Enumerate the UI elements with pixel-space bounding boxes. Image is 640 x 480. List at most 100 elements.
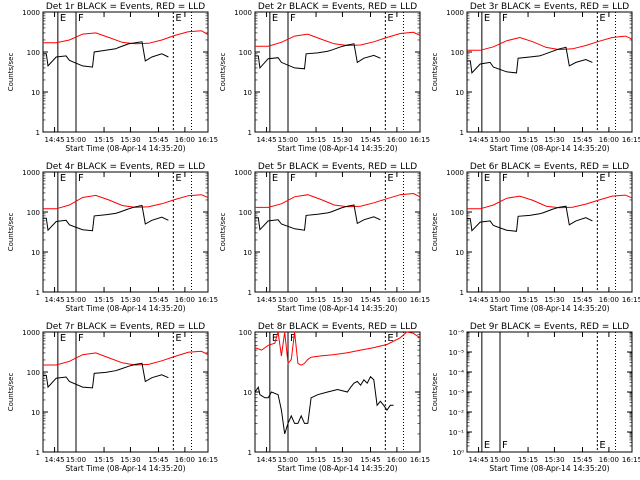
y-tick-label: 10 bbox=[455, 89, 464, 97]
x-tick-label: 15:00 bbox=[278, 296, 298, 304]
series-line-events bbox=[254, 375, 394, 435]
y-tick-label: 10 bbox=[243, 89, 252, 97]
series-line-lld bbox=[43, 350, 209, 366]
x-tick-label: 15:00 bbox=[66, 456, 86, 464]
marker-label: E bbox=[484, 440, 490, 451]
chart-title: Det 1r BLACK = Events, RED = LLD bbox=[46, 2, 205, 12]
y-tick-label: 100 bbox=[27, 369, 40, 377]
series-line-lld bbox=[255, 31, 421, 47]
chart-title: Det 5r BLACK = Events, RED = LLD bbox=[258, 162, 417, 172]
x-tick-label: 16:00 bbox=[175, 136, 195, 144]
x-tick-label: 14:45 bbox=[44, 456, 64, 464]
x-tick-label: 16:15 bbox=[198, 456, 218, 464]
y-tick-label: 10 bbox=[31, 409, 40, 417]
x-tick-label: 14:45 bbox=[44, 296, 64, 304]
series-line-events bbox=[467, 205, 593, 232]
marker-label: F bbox=[502, 13, 508, 24]
x-tick-label: 15:15 bbox=[306, 136, 326, 144]
y-tick-label: 1 bbox=[36, 129, 40, 137]
y-tick-label: 1 bbox=[248, 129, 252, 137]
y-tick-label: 1 bbox=[36, 449, 40, 457]
chart-panel-8: Det 8r BLACK = Events, RED = LLD 1 10 100 14… bbox=[239, 322, 430, 473]
plot-frame bbox=[254, 171, 421, 293]
chart-title: Det 6r BLACK = Events, RED = LLD bbox=[470, 162, 629, 172]
y-tick-label: 1000 bbox=[22, 329, 40, 337]
marker-label: E bbox=[272, 13, 278, 24]
x-tick-label: 14:45 bbox=[256, 456, 276, 464]
y-tick-label: 10⁻³ bbox=[449, 389, 465, 397]
x-tick-label: 15:00 bbox=[66, 296, 86, 304]
marker-label: E bbox=[387, 333, 393, 344]
plot-frame bbox=[466, 11, 633, 133]
x-tick-label: 14:45 bbox=[256, 296, 276, 304]
x-axis-label: Start Time (08-Apr-14 14:35:20) bbox=[489, 144, 609, 153]
marker-label: F bbox=[78, 173, 84, 184]
x-axis-label: Start Time (08-Apr-14 14:35:20) bbox=[65, 304, 185, 313]
x-tick-label: 15:00 bbox=[490, 136, 510, 144]
x-tick-label: 14:45 bbox=[44, 136, 64, 144]
chart-panel-9: Det 9r BLACK = Events, RED = LLD 10⁰ 10⁻¹ 1… bbox=[431, 322, 640, 473]
x-axis-label: Start Time (08-Apr-14 14:35:20) bbox=[489, 304, 609, 313]
x-tick-label: 15:00 bbox=[278, 136, 298, 144]
series-line-events bbox=[467, 46, 593, 75]
x-tick-label: 15:45 bbox=[572, 296, 592, 304]
series-line-events bbox=[43, 362, 169, 389]
marker-label: E bbox=[175, 333, 181, 344]
chart-title: Det 8r BLACK = Events, RED = LLD bbox=[258, 322, 417, 332]
marker-label: E bbox=[387, 13, 393, 24]
marker-label: F bbox=[78, 333, 84, 344]
x-tick-label: 15:30 bbox=[332, 136, 352, 144]
series-line-events bbox=[255, 43, 381, 70]
chart-panel-5: Det 5r BLACK = Events, RED = LLD 1 10 100 10… bbox=[219, 162, 430, 313]
marker-label: F bbox=[290, 173, 296, 184]
chart-title: Det 9r BLACK = Events, RED = LLD bbox=[470, 322, 629, 332]
y-tick-label: 10 bbox=[455, 249, 464, 257]
x-tick-label: 15:15 bbox=[518, 456, 538, 464]
x-tick-label: 15:15 bbox=[94, 456, 114, 464]
x-tick-label: 16:00 bbox=[599, 136, 619, 144]
y-tick-label: 1000 bbox=[234, 169, 252, 177]
x-tick-label: 16:00 bbox=[599, 296, 619, 304]
y-tick-label: 100 bbox=[451, 49, 464, 57]
chart-panel-7: Det 7r BLACK = Events, RED = LLD 1 10 100 10… bbox=[7, 322, 218, 473]
x-tick-label: 15:45 bbox=[360, 296, 380, 304]
series-line-lld bbox=[467, 194, 633, 210]
marker-label: F bbox=[502, 173, 508, 184]
x-tick-label: 15:45 bbox=[148, 456, 168, 464]
x-tick-label: 16:15 bbox=[410, 136, 430, 144]
x-tick-label: 15:45 bbox=[360, 456, 380, 464]
chart-panel-3: Det 3r BLACK = Events, RED = LLD 1 10 100 10… bbox=[431, 2, 640, 153]
y-axis-label: Counts/sec bbox=[7, 53, 15, 92]
series-line-lld bbox=[43, 194, 209, 210]
y-tick-label: 1000 bbox=[22, 169, 40, 177]
x-axis-label: Start Time (08-Apr-14 14:35:20) bbox=[489, 464, 609, 473]
plot-frame bbox=[42, 331, 209, 453]
marker-label: E bbox=[599, 440, 605, 451]
y-tick-label: 1000 bbox=[446, 169, 464, 177]
y-tick-label: 10⁻¹ bbox=[449, 429, 465, 437]
x-tick-label: 15:30 bbox=[332, 296, 352, 304]
x-tick-label: 16:15 bbox=[410, 296, 430, 304]
x-tick-label: 15:15 bbox=[94, 296, 114, 304]
plot-frame bbox=[254, 11, 421, 133]
x-tick-label: 15:15 bbox=[94, 136, 114, 144]
marker-label: E bbox=[484, 13, 490, 24]
marker-label: E bbox=[60, 333, 66, 344]
marker-label: E bbox=[272, 173, 278, 184]
y-tick-label: 1000 bbox=[234, 9, 252, 17]
y-axis-label: Counts/sec bbox=[7, 213, 15, 252]
plot-frame bbox=[42, 11, 209, 133]
chart-title: Det 2r BLACK = Events, RED = LLD bbox=[258, 2, 417, 12]
marker-label: F bbox=[290, 13, 296, 24]
x-tick-label: 15:00 bbox=[66, 136, 86, 144]
series-line-lld bbox=[255, 192, 421, 208]
marker-label: E bbox=[272, 333, 278, 344]
x-tick-label: 15:30 bbox=[544, 296, 564, 304]
y-axis-label: Counts/sec bbox=[219, 53, 227, 92]
y-axis-label: Counts/sec bbox=[431, 373, 439, 412]
y-axis-label: Counts/sec bbox=[7, 373, 15, 412]
y-tick-label: 1 bbox=[36, 289, 40, 297]
plot-frame bbox=[254, 331, 421, 453]
y-axis-label: Counts/sec bbox=[431, 53, 439, 92]
x-tick-label: 16:00 bbox=[387, 136, 407, 144]
